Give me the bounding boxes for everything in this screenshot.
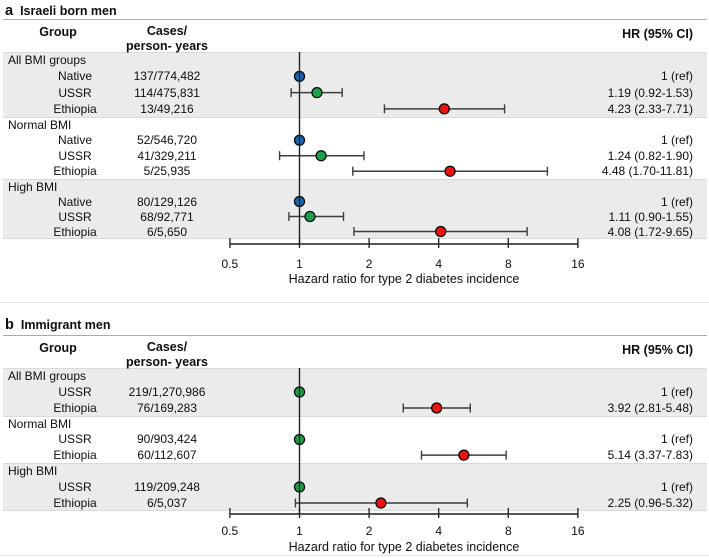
col-header-group: Group — [39, 341, 77, 355]
row-group-label: USSR — [58, 85, 92, 100]
row-cases: 13/49,216 — [140, 101, 194, 116]
panel-bottom-border — [0, 302, 709, 303]
panel-bottom-border — [0, 555, 709, 556]
row-cases: 5/25,935 — [143, 164, 191, 179]
row-hr-value: 1.24 (0.82-1.90) — [607, 148, 693, 163]
col-header-cases-line2: person- years — [126, 355, 208, 369]
row-hr-value: 1 (ref) — [660, 432, 693, 447]
axis-tick-label: 1 — [296, 524, 303, 538]
axis-tick-label: 4 — [435, 257, 443, 271]
axis-title: Hazard ratio for type 2 diabetes inciden… — [288, 540, 520, 554]
axis-title: Hazard ratio for type 2 diabetes inciden… — [288, 272, 520, 286]
row-cases: 60/112,607 — [137, 448, 197, 463]
axis-tick-label: 2 — [365, 524, 373, 538]
panel-heading: b Immigrant men — [5, 317, 110, 333]
section-band — [3, 52, 707, 117]
row-hr-value: 1 (ref) — [660, 133, 693, 148]
row-hr-value: 3.92 (2.81-5.48) — [607, 401, 693, 415]
row-cases: 219/1,270,986 — [128, 385, 206, 399]
axis-tick-label: 2 — [365, 257, 373, 271]
col-header-group: Group — [39, 25, 77, 39]
row-group-label: USSR — [58, 480, 92, 494]
section-label: Normal BMI — [8, 117, 72, 132]
row-group-label: Ethiopia — [53, 224, 97, 239]
table-top-border — [3, 19, 707, 20]
axis-tick-label: 0.5 — [221, 257, 239, 271]
panel-title-text: Immigrant men — [20, 318, 111, 332]
row-cases: 90/903,424 — [136, 432, 198, 447]
row-group-label: USSR — [58, 148, 92, 163]
section-band — [3, 368, 707, 416]
row-hr-value: 1 (ref) — [660, 194, 693, 209]
axis-tick-label: 0.5 — [221, 524, 239, 538]
section-label: High BMI — [8, 179, 58, 194]
row-hr-value: 4.23 (2.33-7.71) — [607, 101, 693, 116]
row-group-label: USSR — [58, 432, 92, 447]
row-hr-value: 1 (ref) — [660, 480, 693, 494]
row-hr-value: 1 (ref) — [660, 69, 693, 84]
axis-tick-label: 16 — [571, 524, 585, 538]
axis-tick-label: 4 — [435, 524, 443, 538]
row-hr-value: 1.19 (0.92-1.53) — [607, 85, 693, 100]
row-cases: 68/92,771 — [140, 209, 194, 224]
panel-letter: a — [5, 3, 14, 19]
row-cases: 137/774,482 — [133, 69, 201, 84]
row-group-label: Native — [57, 194, 92, 209]
section-band — [3, 416, 707, 463]
row-group-label: Ethiopia — [53, 101, 97, 116]
section-band — [3, 117, 707, 179]
col-header-cases-line2: person- years — [126, 39, 208, 53]
section-label: High BMI — [8, 464, 58, 478]
panel-letter: b — [5, 317, 14, 333]
table-top-border — [3, 335, 707, 336]
panel-title-text: Israeli born men — [20, 4, 117, 18]
row-cases: 41/329,211 — [137, 148, 197, 163]
row-group-label: Native — [57, 69, 92, 84]
axis-tick-label: 1 — [296, 257, 303, 271]
row-hr-value: 1.11 (0.90-1.55) — [608, 209, 694, 224]
row-group-label: USSR — [58, 209, 92, 224]
row-cases: 119/209,248 — [134, 480, 200, 494]
col-header-hr: HR (95% CI) — [622, 27, 693, 41]
row-hr-value: 4.08 (1.72-9.65) — [607, 224, 693, 239]
row-group-label: Ethiopia — [53, 496, 97, 510]
col-header-cases-line1: Cases/ — [146, 340, 188, 354]
panel-heading: a Israeli born men — [5, 3, 117, 19]
row-cases: 6/5,650 — [146, 224, 188, 239]
row-cases: 6/5,037 — [146, 496, 188, 510]
axis-tick-label: 16 — [571, 257, 585, 271]
row-hr-value: 5.14 (3.37-7.83) — [607, 448, 693, 463]
row-group-label: Native — [57, 133, 92, 148]
row-cases: 114/475,831 — [134, 85, 200, 100]
row-group-label: USSR — [58, 385, 92, 399]
row-hr-value: 4.48 (1.70-11.81) — [601, 164, 693, 179]
section-label: Normal BMI — [8, 416, 72, 431]
row-hr-value: 1 (ref) — [660, 385, 693, 399]
section-band — [3, 179, 707, 239]
row-hr-value: 2.25 (0.96-5.32) — [607, 496, 693, 510]
section-label: All BMI groups — [8, 53, 87, 68]
row-cases: 80/129,126 — [136, 194, 198, 209]
axis-tick-label: 8 — [504, 257, 512, 271]
col-header-hr: HR (95% CI) — [622, 343, 693, 357]
row-group-label: Ethiopia — [53, 401, 97, 415]
row-group-label: Ethiopia — [53, 448, 97, 463]
section-label: All BMI groups — [8, 369, 87, 383]
row-cases: 52/546,720 — [136, 133, 198, 148]
col-header-cases-line1: Cases/ — [146, 24, 188, 38]
row-group-label: Ethiopia — [53, 164, 97, 179]
row-cases: 76/169,283 — [136, 401, 198, 415]
axis-tick-label: 8 — [504, 524, 512, 538]
